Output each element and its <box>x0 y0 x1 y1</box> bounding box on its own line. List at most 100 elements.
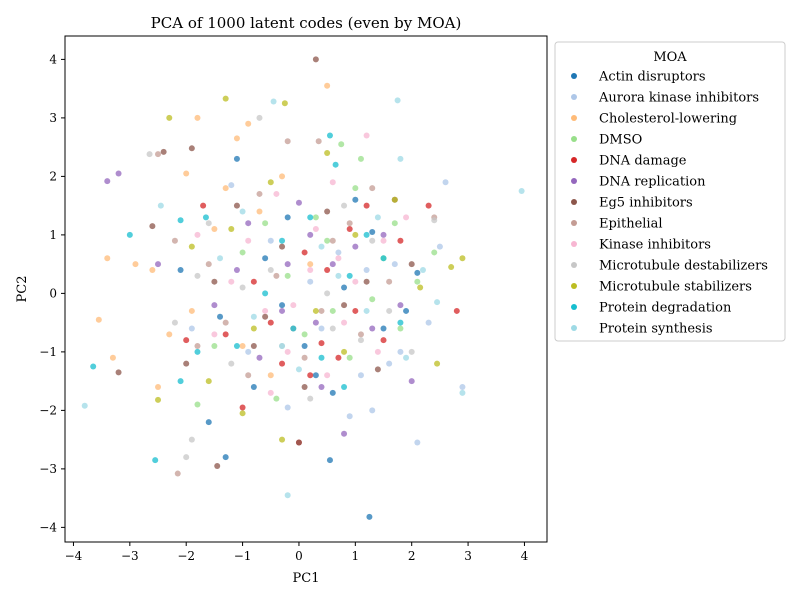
data-point <box>408 378 415 385</box>
data-point <box>273 272 280 279</box>
data-point <box>267 389 274 396</box>
data-point <box>126 231 133 238</box>
data-point <box>380 325 387 332</box>
data-point <box>417 284 424 291</box>
data-point <box>194 343 201 350</box>
data-point <box>177 266 184 273</box>
data-point <box>183 337 190 344</box>
data-point <box>453 307 460 314</box>
data-point <box>318 307 325 314</box>
legend-label: Actin disruptors <box>598 70 706 85</box>
data-point <box>188 325 195 332</box>
data-point <box>104 255 111 262</box>
data-point <box>228 226 235 233</box>
data-point <box>273 190 280 197</box>
data-point <box>307 278 314 285</box>
data-point <box>281 100 288 107</box>
data-point <box>369 407 376 414</box>
data-point <box>414 278 421 285</box>
data-point <box>166 114 173 121</box>
data-point <box>177 217 184 224</box>
data-point <box>369 296 376 303</box>
data-point <box>262 220 269 227</box>
data-point <box>214 462 221 469</box>
data-point <box>146 151 153 158</box>
x-tick-label: −4 <box>65 549 83 563</box>
data-point <box>335 354 342 361</box>
data-point <box>434 360 441 367</box>
data-point <box>157 202 164 209</box>
data-point <box>425 202 432 209</box>
legend-marker <box>571 136 577 142</box>
data-point <box>155 151 162 158</box>
x-tick-label: 2 <box>408 549 416 563</box>
data-point <box>273 395 280 402</box>
data-point <box>194 401 201 408</box>
data-point <box>279 237 286 244</box>
data-point <box>324 208 331 215</box>
y-axis: −4 −3 −2 −1 0 1 2 3 4 <box>39 52 65 534</box>
data-point <box>155 396 162 403</box>
data-point <box>245 348 252 355</box>
data-point <box>202 214 209 221</box>
legend-label: Microtubule stabilizers <box>599 280 752 295</box>
data-point <box>425 319 432 326</box>
data-point <box>183 454 190 461</box>
data-point <box>256 190 263 197</box>
data-point <box>357 337 364 344</box>
data-point <box>307 231 314 238</box>
data-point <box>155 261 162 268</box>
data-point <box>459 255 466 262</box>
data-point <box>245 237 252 244</box>
data-point <box>194 272 201 279</box>
data-point <box>386 278 393 285</box>
data-point <box>160 148 167 155</box>
data-point <box>324 82 331 89</box>
data-point <box>301 331 308 338</box>
data-point <box>222 185 229 192</box>
data-point <box>363 231 370 238</box>
data-point <box>352 231 359 238</box>
data-point <box>341 202 348 209</box>
data-point <box>318 383 325 390</box>
data-point <box>284 138 291 145</box>
legend-label: Cholesterol-lowering <box>599 112 737 127</box>
x-tick-label: 4 <box>521 549 529 563</box>
data-point <box>152 457 159 464</box>
data-point <box>149 223 156 230</box>
data-point <box>290 302 297 309</box>
data-point <box>380 337 387 344</box>
data-point <box>211 331 218 338</box>
data-point <box>194 348 201 355</box>
data-point <box>352 243 359 250</box>
data-point <box>363 202 370 209</box>
legend-marker <box>571 283 577 289</box>
y-tick-label: −1 <box>39 345 57 359</box>
data-point <box>324 372 331 379</box>
data-point <box>324 266 331 273</box>
data-point <box>222 95 229 102</box>
data-point <box>386 307 393 314</box>
data-point <box>318 340 325 347</box>
data-point <box>352 307 359 314</box>
legend-label: Kinase inhibitors <box>599 238 711 253</box>
data-point <box>312 372 319 379</box>
data-point <box>194 231 201 238</box>
data-point <box>171 237 178 244</box>
legend-marker <box>571 325 577 331</box>
data-point <box>369 237 376 244</box>
data-point <box>391 261 398 268</box>
data-point <box>90 363 97 370</box>
data-point <box>307 214 314 221</box>
data-point <box>295 199 302 206</box>
data-point <box>341 430 348 437</box>
data-point <box>363 132 370 139</box>
data-point <box>326 457 333 464</box>
data-point <box>366 513 373 520</box>
data-point <box>363 307 370 314</box>
data-point <box>290 325 297 332</box>
data-point <box>183 170 190 177</box>
x-tick-label: 1 <box>352 549 360 563</box>
data-point <box>338 141 345 148</box>
data-point <box>262 255 269 262</box>
